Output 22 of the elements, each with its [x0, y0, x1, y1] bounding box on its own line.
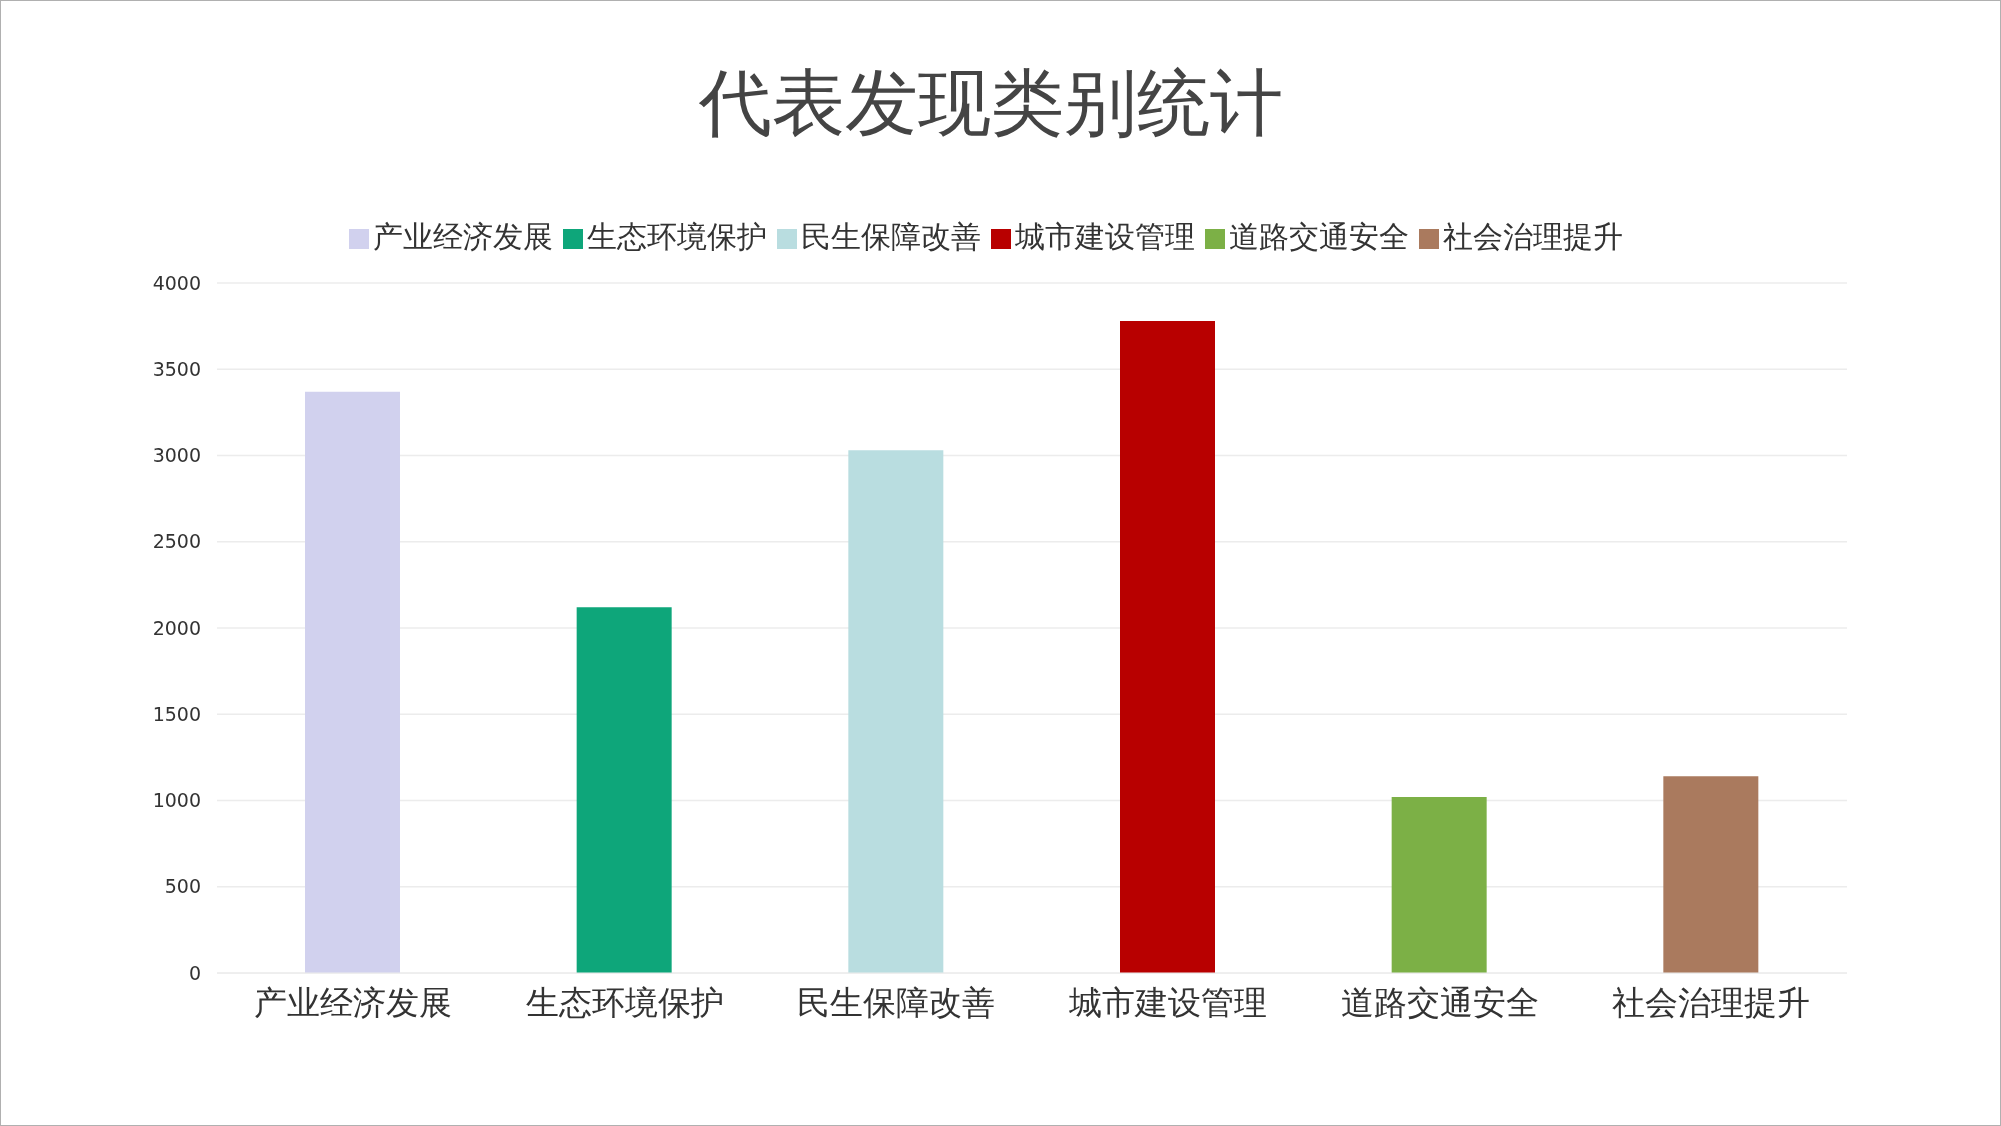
- x-tick-label: 民生保障改善: [797, 983, 996, 1023]
- legend-label: 生态环境保护: [587, 220, 767, 254]
- x-tick-label: 社会治理提升: [1612, 983, 1811, 1023]
- y-tick-label: 1500: [152, 702, 201, 725]
- y-tick-label: 3000: [152, 444, 201, 467]
- legend-label: 道路交通安全: [1229, 220, 1409, 254]
- x-tick-label: 道路交通安全: [1340, 983, 1539, 1023]
- x-tick-label: 生态环境保护: [525, 983, 724, 1023]
- y-tick-label: 4000: [152, 271, 201, 294]
- y-tick-label: 2000: [152, 616, 201, 639]
- y-tick-label: 500: [164, 875, 201, 898]
- chart-title: 代表发现类别统计: [698, 60, 1284, 145]
- legend-label: 产业经济发展: [373, 220, 553, 254]
- y-tick-label: 1000: [152, 789, 201, 812]
- legend-label: 城市建设管理: [1015, 220, 1195, 254]
- legend-label: 社会治理提升: [1443, 220, 1623, 254]
- x-tick-label: 产业经济发展: [253, 983, 452, 1023]
- y-tick-label: 0: [188, 961, 201, 984]
- legend-label: 民生保障改善: [801, 220, 981, 254]
- y-tick-label: 2500: [152, 530, 201, 553]
- x-tick-label: 城市建设管理: [1067, 983, 1267, 1023]
- y-tick-label: 3500: [152, 357, 201, 380]
